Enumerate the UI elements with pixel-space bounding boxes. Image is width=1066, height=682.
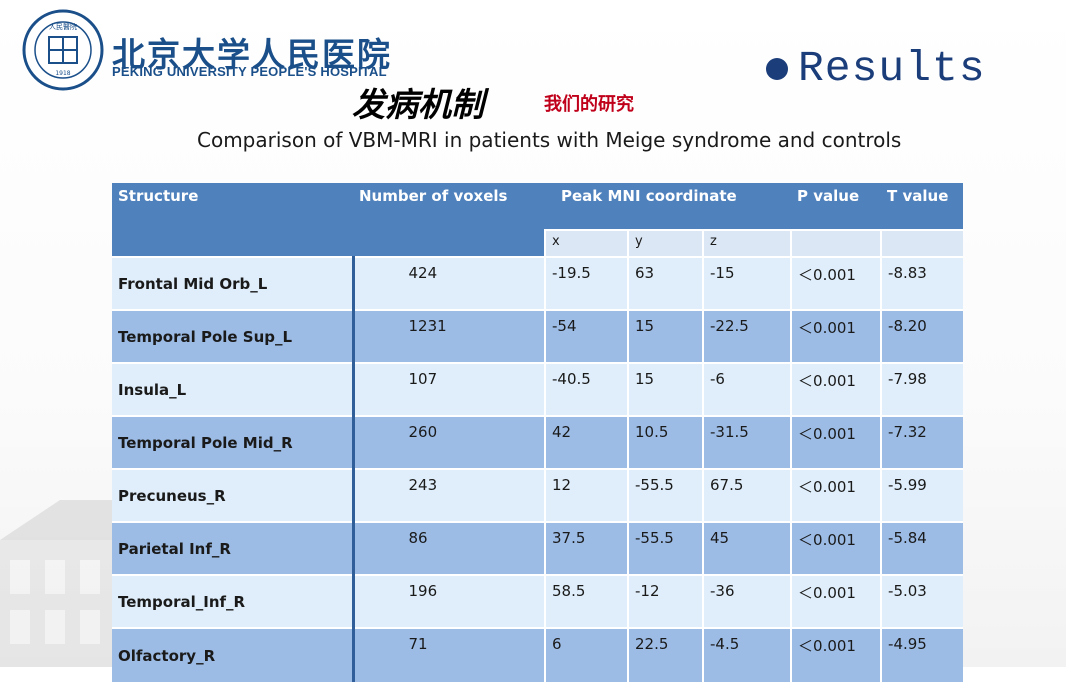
header-y: y [627,229,703,257]
cell-z: -22.5 [701,309,792,363]
cell-z: 45 [701,521,792,575]
cell-y: -55.5 [627,468,703,522]
cell-structure: Precuneus_R [112,468,355,522]
hospital-name-en: PEKING UNIVERSITY PEOPLE'S HOSPITAL [112,64,387,79]
cell-voxels: 86 [353,521,545,575]
slide-title: Comparison of VBM-MRI in patients with M… [197,128,902,152]
logo-year: 1918 [55,70,70,77]
cell-t: -4.95 [880,627,964,682]
cell-x: 58.5 [544,574,628,628]
cell-t: -8.20 [880,309,964,363]
table-row: Temporal Pole Mid_R 260 42 10.5 -31.5 ＜0… [112,415,964,469]
header-p-spacer [790,229,882,257]
table-row: Olfactory_R 71 6 22.5 -4.5 ＜0.001 -4.95 [112,627,964,682]
cell-z: -31.5 [701,415,792,469]
cell-z: -4.5 [701,627,792,682]
table-row: Insula_L 107 -40.5 15 -6 ＜0.001 -7.98 [112,362,964,416]
cell-p: ＜0.001 [790,521,882,575]
cell-structure: Insula_L [112,362,355,416]
cell-t: -5.03 [880,574,964,628]
cell-structure: Olfactory_R [112,627,355,682]
cell-y: -55.5 [627,521,703,575]
results-label: Results [798,44,986,93]
header-z: z [701,229,792,257]
cell-t: -7.98 [880,362,964,416]
cell-p: ＜0.001 [790,362,882,416]
cell-p: ＜0.001 [790,256,882,310]
cell-structure: Temporal Pole Mid_R [112,415,355,469]
cell-structure: Temporal Pole Sup_L [112,309,355,363]
table-row: Temporal Pole Sup_L 1231 -54 15 -22.5 ＜0… [112,309,964,363]
cell-x: 42 [544,415,628,469]
cell-t: -8.83 [880,256,964,310]
cell-y: 15 [627,362,703,416]
cell-y: 15 [627,309,703,363]
cell-structure: Temporal_Inf_R [112,574,355,628]
cell-voxels: 260 [353,415,545,469]
hospital-logo: 人民醫院 1918 [22,9,104,91]
cell-t: -5.99 [880,468,964,522]
cell-z: -36 [701,574,792,628]
results-table: Structure Number of voxels Peak MNI coor… [112,183,964,682]
cell-y: 63 [627,256,703,310]
cell-y: 10.5 [627,415,703,469]
cell-voxels: 1231 [353,309,545,363]
hospital-name-cn: 北京大学人民医院 [112,35,392,74]
cell-structure: Frontal Mid Orb_L [112,256,355,310]
cell-z: -6 [701,362,792,416]
cell-z: -15 [701,256,792,310]
table-header-row: Structure Number of voxels Peak MNI coor… [112,183,964,230]
cell-x: 37.5 [544,521,628,575]
table-row: Precuneus_R 243 12 -55.5 67.5 ＜0.001 -5.… [112,468,964,522]
header-structure: Structure [112,183,353,230]
header-t-value: T value [881,183,964,230]
table-row: Frontal Mid Orb_L 424 -19.5 63 -15 ＜0.00… [112,256,964,310]
section-subtitle: 我们的研究 [544,94,634,115]
section-title: 发病机制 [352,85,484,124]
header-voxels: Number of voxels [353,183,545,230]
cell-voxels: 196 [353,574,545,628]
cell-t: -5.84 [880,521,964,575]
cell-voxels: 424 [353,256,545,310]
cell-y: 22.5 [627,627,703,682]
cell-voxels: 243 [353,468,545,522]
results-heading: Results [766,44,986,93]
cell-x: -19.5 [544,256,628,310]
cell-voxels: 107 [353,362,545,416]
table-row: Parietal Inf_R 86 37.5 -55.5 45 ＜0.001 -… [112,521,964,575]
cell-p: ＜0.001 [790,468,882,522]
cell-x: -54 [544,309,628,363]
subheader-spacer [353,230,545,257]
cell-x: -40.5 [544,362,628,416]
subheader-spacer [112,230,353,257]
table-subheader-row: x y z [112,229,964,257]
cell-t: -7.32 [880,415,964,469]
cell-z: 67.5 [701,468,792,522]
cell-p: ＜0.001 [790,309,882,363]
cell-p: ＜0.001 [790,415,882,469]
cell-p: ＜0.001 [790,627,882,682]
header-p-value: P value [791,183,882,230]
logo-cn-text: 人民醫院 [49,22,77,31]
cell-x: 12 [544,468,628,522]
cell-voxels: 71 [353,627,545,682]
header-peak-mni: Peak MNI coordinate [545,183,792,230]
bullet-icon [766,57,788,80]
header-t-spacer [880,229,964,257]
table-row: Temporal_Inf_R 196 58.5 -12 -36 ＜0.001 -… [112,574,964,628]
cell-y: -12 [627,574,703,628]
cell-structure: Parietal Inf_R [112,521,355,575]
header-x: x [544,229,628,257]
cell-p: ＜0.001 [790,574,882,628]
cell-x: 6 [544,627,628,682]
